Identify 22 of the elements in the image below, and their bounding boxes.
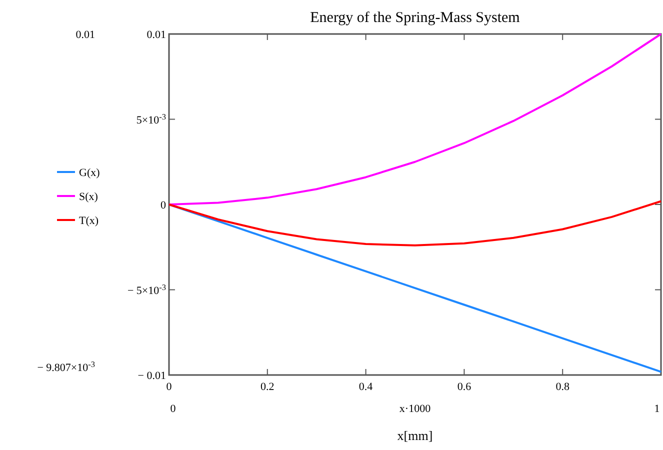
y-tick-label: 0.01	[146, 29, 166, 41]
legend-label: T(x)	[79, 215, 99, 227]
legend-label: G(x)	[79, 167, 100, 179]
x-tick-label: 0.4	[358, 381, 374, 393]
x-tick-label: 0.6	[457, 381, 472, 393]
text: 1	[654, 403, 660, 415]
x-tick-label: 0.8	[556, 381, 570, 393]
text: x[mm]	[397, 428, 433, 443]
x-tick-label: 0.2	[260, 381, 274, 393]
x-axis-title: x·1000	[399, 403, 432, 415]
text: 0	[170, 403, 176, 415]
line-series	[168, 33, 662, 206]
y-tick-label: − 5×10$^{-3}$	[127, 282, 166, 297]
line-series	[168, 200, 662, 246]
legend-label: S(x)	[79, 191, 98, 203]
text: 0.01	[76, 29, 95, 41]
y-tick-label: − 0.01	[138, 370, 166, 382]
text: − 9.807×10$^{-3}$	[37, 360, 95, 374]
chart-title: Energy of the Spring-Mass System	[310, 10, 520, 26]
y-tick-label: 5×10$^{-3}$	[136, 112, 166, 126]
y-tick-label: 0	[160, 200, 166, 212]
line-series	[168, 204, 662, 373]
